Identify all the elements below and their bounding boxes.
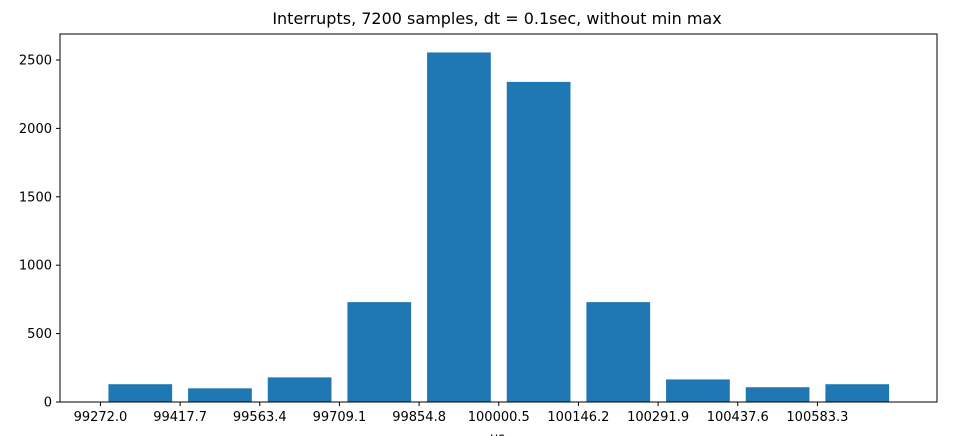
bar-99854.8 [427,52,491,402]
bar-99563.4 [267,377,332,402]
plot-area-frame [59,33,938,403]
bar-100437.6 [745,387,810,402]
y-tick-label: 1500 [19,190,52,205]
bar-99417.7 [188,388,252,402]
x-axis-ticks: 99272.0 99417.7 99563.4 99709.1 99854.8 10000… [74,402,848,425]
x-tick-label: 100291.9 [627,410,689,425]
x-tick-label: 100146.2 [547,410,609,425]
x-axis-label: us [490,431,505,436]
y-tick-label: 2000 [19,122,52,137]
bar-100291.9 [666,379,730,402]
y-tick-label: 0 [44,396,52,411]
x-tick-label: 100437.6 [707,410,769,425]
bar-99272.0 [108,384,173,402]
y-tick-label: 1000 [19,259,52,274]
y-tick-label: 500 [27,327,52,342]
x-tick-label: 99709.1 [313,410,367,425]
bars-group [108,52,890,402]
y-axis-ticks: 0 500 1000 1500 2000 2500 [19,53,60,411]
bar-100000.5 [506,81,571,402]
bar-100146.2 [586,302,651,402]
x-tick-label: 99417.7 [153,410,207,425]
x-tick-label: 100583.3 [786,410,848,425]
bar-99709.1 [347,302,412,402]
x-tick-label: 99563.4 [233,410,287,425]
y-tick-label: 2500 [19,53,52,68]
chart-title: Interrupts, 7200 samples, dt = 0.1sec, w… [272,9,721,28]
bar-100583.3 [825,384,890,402]
x-tick-label: 99272.0 [74,410,128,425]
x-tick-label: 100000.5 [468,410,530,425]
x-tick-label: 99854.8 [392,410,446,425]
